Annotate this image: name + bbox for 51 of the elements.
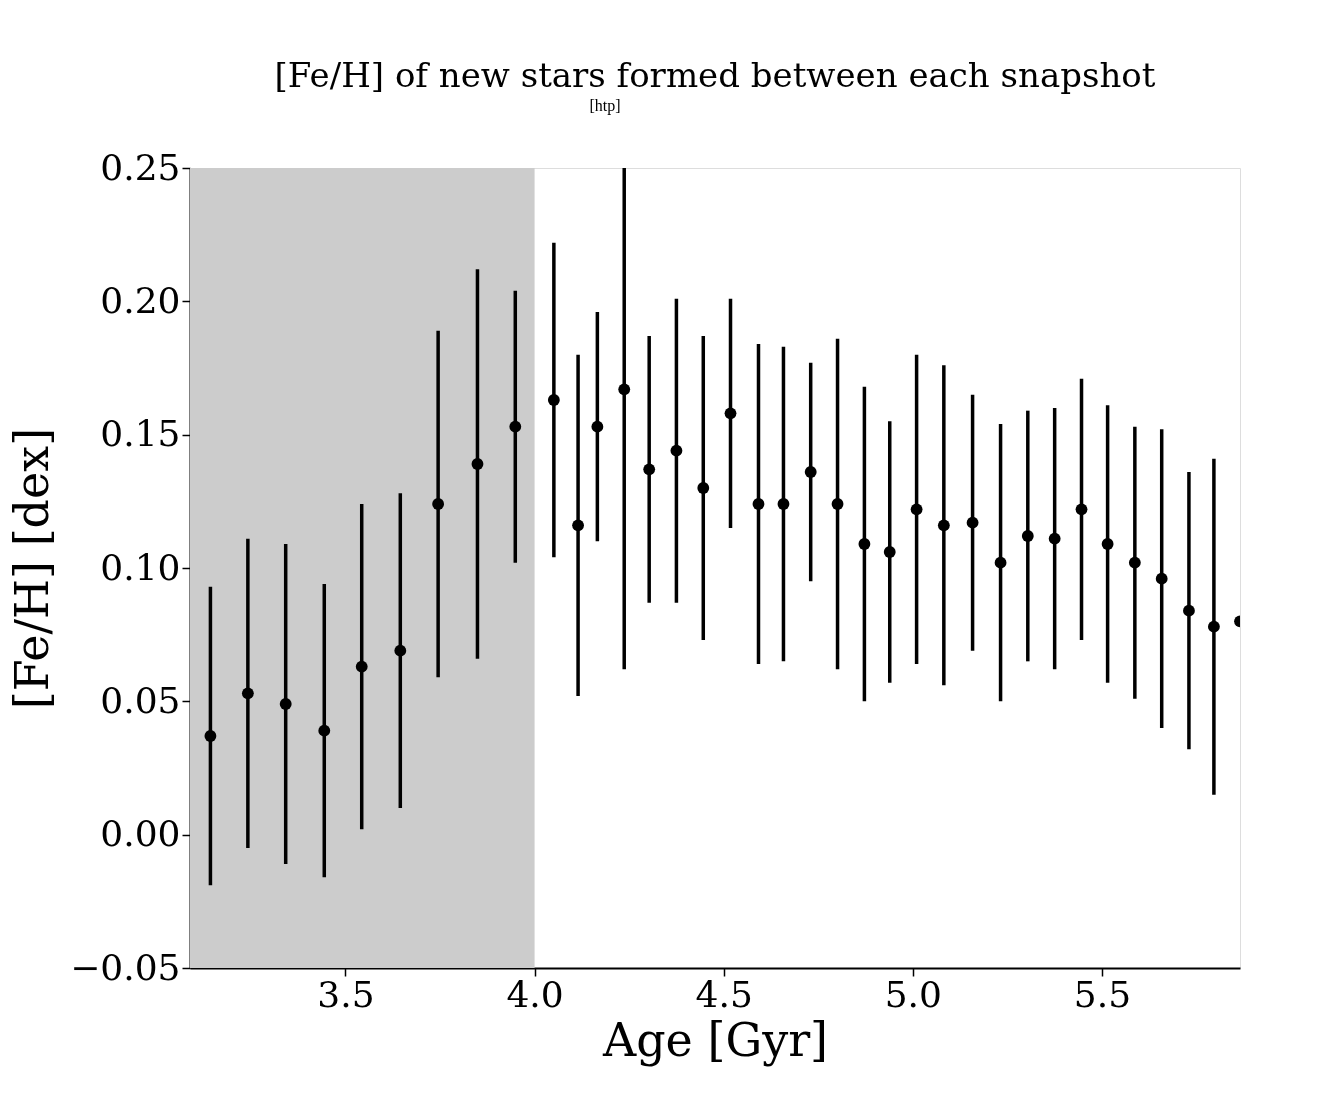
point	[1021, 530, 1034, 542]
point	[1101, 538, 1114, 550]
point	[1075, 503, 1088, 516]
point	[1183, 604, 1195, 617]
y-axis-title: [Fe/H] [dex]	[5, 427, 60, 710]
point	[937, 519, 950, 532]
y-tick-label: 0.15	[100, 413, 181, 455]
point	[670, 444, 683, 457]
point	[591, 420, 604, 433]
point	[394, 644, 407, 657]
point	[910, 503, 923, 516]
point	[858, 538, 871, 550]
point	[1155, 572, 1168, 585]
y-tick-label: 0.00	[100, 813, 181, 855]
point	[509, 420, 522, 433]
point	[777, 498, 790, 510]
point	[994, 556, 1007, 569]
y-tick-label: 0.05	[100, 679, 181, 721]
point	[966, 516, 979, 529]
point	[883, 546, 896, 558]
point	[241, 687, 254, 700]
point	[547, 394, 560, 406]
x-tick-label: 3.5	[317, 973, 375, 1015]
point	[1207, 620, 1220, 633]
point	[752, 498, 765, 510]
point	[1128, 556, 1141, 569]
point	[804, 466, 817, 478]
point	[1048, 532, 1061, 545]
x-tick-label: 5.5	[1073, 973, 1132, 1015]
point	[318, 724, 331, 737]
point	[471, 458, 484, 470]
point	[618, 383, 631, 396]
y-tick-label: 0.25	[100, 146, 181, 188]
x-axis-title: Age [Gyr]	[601, 1012, 829, 1067]
point	[432, 498, 445, 510]
text: [htp]	[589, 97, 621, 115]
y-tick-label: 0.20	[100, 279, 181, 321]
point	[643, 463, 656, 476]
point	[279, 698, 292, 710]
x-tick-label: 5.0	[884, 973, 942, 1015]
y-tick-label: 0.10	[100, 546, 181, 588]
point	[572, 519, 584, 532]
chart-title: [Fe/H] of new stars formed between each snapshot	[274, 55, 1156, 95]
x-tick-label: 4.5	[695, 973, 753, 1015]
point	[204, 730, 217, 742]
y-tick-label: −0.05	[70, 946, 181, 988]
point	[355, 660, 368, 673]
x-tick-label: 4.0	[506, 973, 564, 1015]
point	[724, 407, 737, 420]
point	[697, 482, 710, 494]
point	[831, 498, 844, 510]
